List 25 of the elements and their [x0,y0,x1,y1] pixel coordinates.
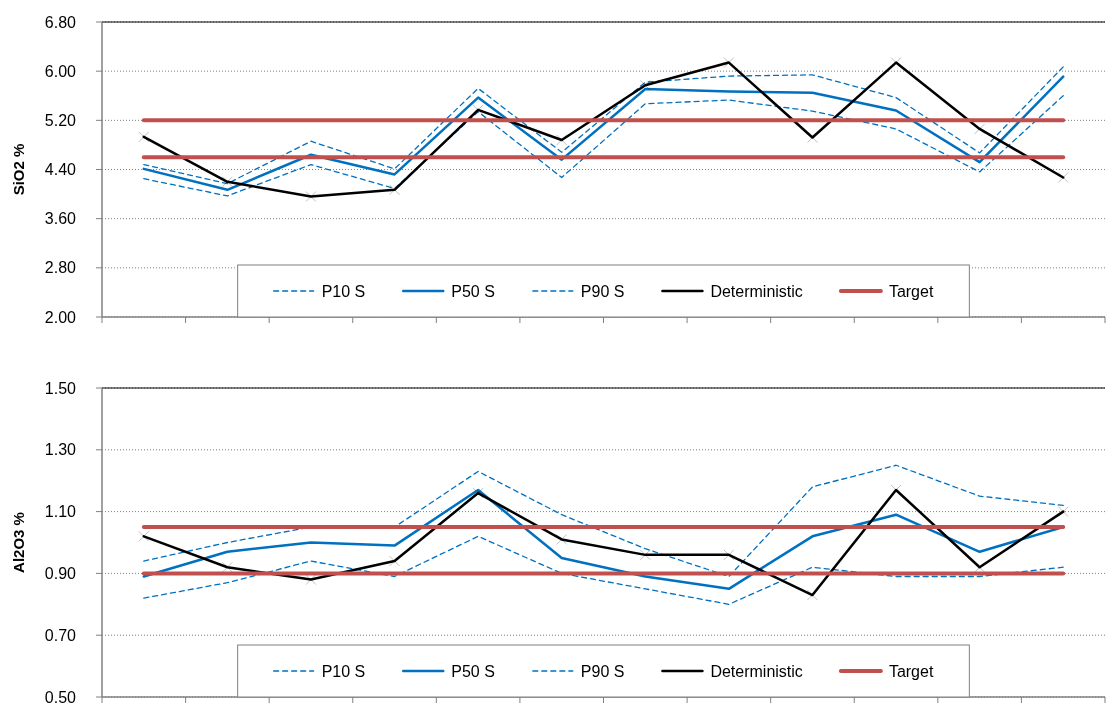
y-tick-label: 0.50 [44,688,77,706]
legend-label: P50 S [451,662,495,680]
legend-label: P10 S [321,662,366,680]
y-tick-label: 1.30 [44,441,77,459]
y-tick-label: 1.50 [44,379,77,397]
y-tick-label: 2.80 [44,259,77,277]
legend-label: Target [888,282,934,300]
y-tick-label: 2.00 [44,308,77,326]
legend-label: P90 S [580,282,625,300]
legend-label: P10 S [321,282,366,300]
legend-label: P90 S [580,662,625,680]
y-tick-label: 0.70 [44,626,77,644]
y-tick-label: 3.60 [44,210,77,228]
y-axis-title: Al2O3 % [10,512,27,573]
y-tick-label: 6.80 [44,13,77,31]
y-tick-label: 6.00 [44,62,77,80]
legend-label: Deterministic [710,662,803,680]
y-tick-label: 0.90 [44,565,77,582]
y-tick-label: 1.10 [44,503,77,521]
legend-label: P50 S [451,282,495,300]
legend-label: Deterministic [710,282,803,300]
legend-label: Target [888,662,934,680]
y-tick-label: 4.40 [44,161,77,179]
y-axis-title: SiO2 % [10,143,27,196]
y-tick-label: 5.20 [44,111,77,129]
